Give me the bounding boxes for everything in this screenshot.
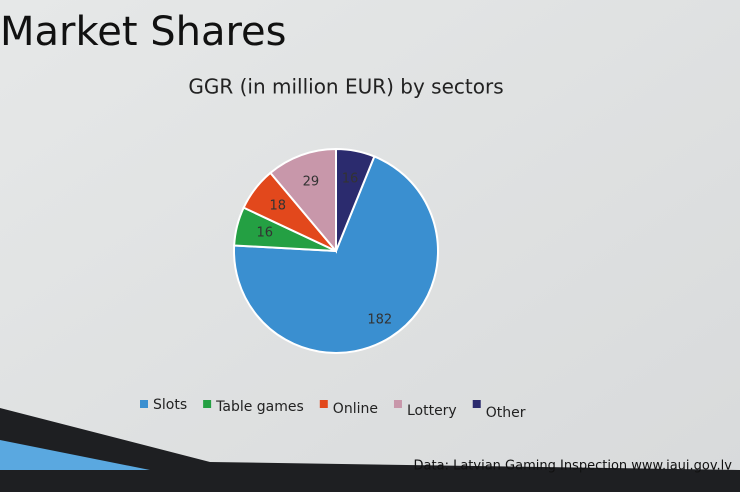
pie: 182 16 18 29 16: [233, 147, 439, 354]
decoration: [0, 440, 150, 470]
legend-swatch: [319, 400, 328, 408]
data-label: 16: [257, 226, 274, 241]
chart-title: GGR (in million EUR) by sectors: [188, 75, 503, 99]
pie-slice: [269, 147, 337, 254]
legend-label: Online: [333, 401, 378, 417]
data-label: 16: [342, 171, 359, 186]
legend-label: Slots: [153, 397, 187, 413]
legend-label: Table games: [215, 399, 304, 415]
pie-slice: [335, 147, 376, 252]
slide-title: Market Shares: [0, 9, 286, 55]
source: Data: Latvian Gaming Inspection www.iaui…: [414, 459, 733, 474]
legend: Slots Table games Online Lottery Other: [140, 397, 526, 421]
legend-swatch: [472, 400, 481, 408]
legend-label: Other: [486, 405, 526, 421]
data-label: 182: [367, 312, 392, 327]
data-label: 29: [303, 174, 320, 189]
pie-slice: [233, 155, 439, 354]
legend-swatch: [140, 400, 148, 408]
legend-swatch: [393, 400, 402, 408]
legend-swatch: [203, 400, 212, 408]
data-label: 18: [270, 199, 287, 214]
decoration: [0, 408, 740, 492]
legend-label: Lottery: [407, 403, 457, 419]
